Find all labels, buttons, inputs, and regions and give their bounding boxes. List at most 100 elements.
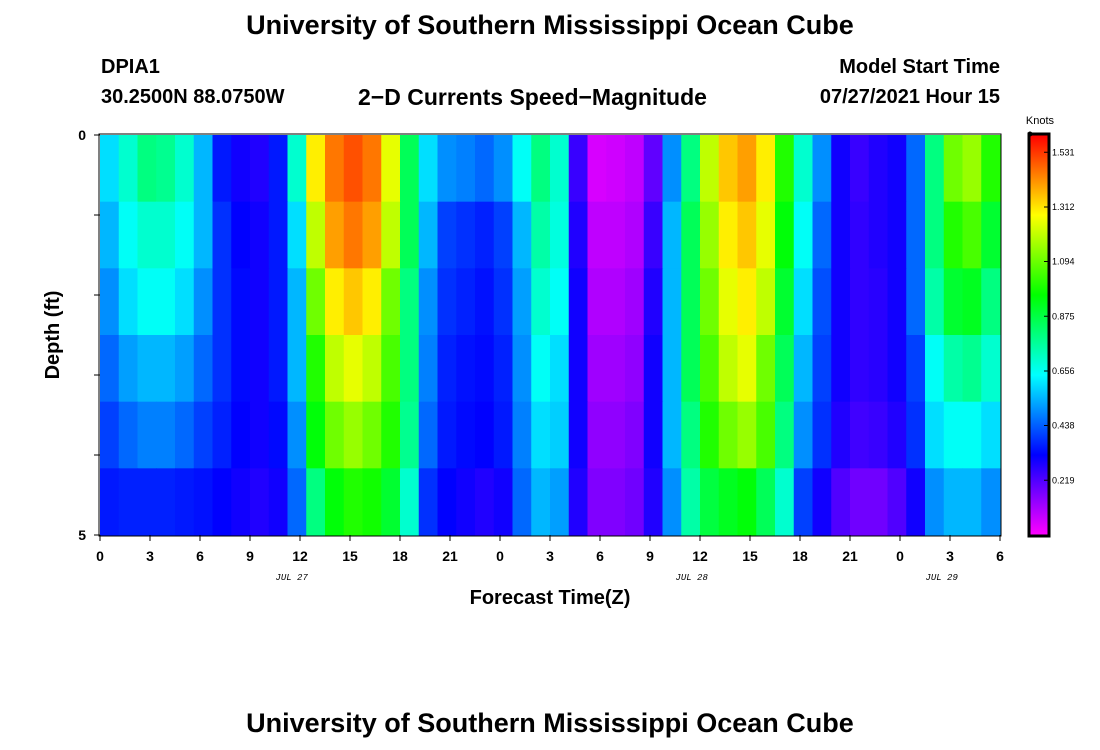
heatmap-cell: [268, 135, 289, 203]
x-tick-label: 3: [946, 548, 954, 564]
heatmap-cell: [812, 201, 832, 269]
heatmap-cell: [437, 468, 457, 536]
heatmap-cell: [850, 468, 870, 536]
heatmap-cell: [156, 201, 176, 269]
heatmap-cell: [512, 401, 532, 469]
heatmap-cell: [306, 201, 326, 269]
heatmap-cell: [400, 335, 420, 403]
heatmap-cell: [606, 135, 626, 203]
y-tick-label: 5: [78, 527, 86, 543]
colorbar-marker: [1027, 131, 1033, 137]
heatmap-cell: [887, 468, 907, 536]
heatmap-cell: [812, 468, 832, 536]
x-axis-label: Forecast Time(Z): [470, 587, 631, 609]
heatmap-cell: [418, 335, 439, 403]
heatmap-cell: [325, 468, 345, 536]
heatmap-cell: [362, 401, 382, 469]
colorbar-tick-label: 1.531: [1052, 147, 1075, 157]
heatmap-cell: [568, 135, 589, 203]
heatmap-cell: [325, 135, 345, 203]
heatmap-cell: [718, 135, 739, 203]
colorbar-gradient: [1030, 135, 1048, 535]
heatmap-cell: [812, 135, 832, 203]
x-axis: 0 3 6 9 12 15 18 21 0 3 6 9 12 15 18 21 0 3 6 JUL 27 JUL 28 J…: [96, 535, 1004, 583]
heatmap-cell: [681, 468, 701, 536]
date-label: JUL 27: [275, 573, 308, 583]
heatmap-cell: [625, 335, 645, 403]
heatmap-cell: [100, 468, 120, 536]
heatmap-cell: [681, 201, 701, 269]
model-start-label: Model Start Time: [839, 56, 1000, 78]
y-tick-label: 0: [78, 127, 86, 143]
heatmap-cell: [962, 135, 982, 203]
heatmap-cell: [493, 135, 514, 203]
heatmap-cell: [793, 135, 814, 203]
heatmap-cell: [756, 268, 776, 336]
date-label: JUL 29: [925, 573, 958, 583]
heatmap-cell: [231, 335, 251, 403]
x-tick-label: 0: [896, 548, 904, 564]
heatmap-cell: [325, 268, 345, 336]
heatmap-cell: [193, 401, 214, 469]
heatmap-cell: [606, 335, 626, 403]
heatmap-cells: [100, 135, 1001, 536]
heatmap-cell: [906, 201, 926, 269]
heatmap-cell: [625, 135, 645, 203]
x-tick-label: 6: [196, 548, 204, 564]
heatmap-cell: [193, 201, 214, 269]
heatmap-cell: [531, 201, 551, 269]
heatmap-cell: [306, 335, 326, 403]
heatmap-cell: [118, 201, 139, 269]
heatmap-cell: [531, 468, 551, 536]
heatmap-cell: [343, 135, 364, 203]
heatmap-cell: [756, 135, 776, 203]
heatmap-cell: [100, 335, 120, 403]
heatmap-cell: [456, 268, 476, 336]
heatmap-cell: [456, 401, 476, 469]
x-tick-label: 3: [546, 548, 554, 564]
heatmap-cell: [550, 201, 570, 269]
heatmap-cell: [775, 135, 795, 203]
heatmap-cell: [118, 268, 139, 336]
heatmap-cell: [831, 201, 851, 269]
heatmap-cell: [362, 201, 382, 269]
heatmap-cell: [437, 335, 457, 403]
heatmap-cell: [662, 468, 682, 536]
colorbar-tick-label: 1.312: [1052, 202, 1075, 212]
heatmap-cell: [850, 135, 870, 203]
heatmap-cell: [175, 201, 195, 269]
heatmap-cell: [456, 201, 476, 269]
heatmap-cell: [625, 268, 645, 336]
heatmap-cell: [212, 468, 232, 536]
heatmap-cell: [456, 468, 476, 536]
heatmap-cell: [268, 401, 289, 469]
heatmap-cell: [268, 268, 289, 336]
heatmap-cell: [868, 335, 889, 403]
main-title: University of Southern Mississippi Ocean…: [246, 10, 854, 40]
heatmap-cell: [643, 335, 664, 403]
heatmap-cell: [868, 201, 889, 269]
heatmap-cell: [643, 135, 664, 203]
heatmap-cell: [756, 401, 776, 469]
heatmap-cell: [381, 335, 401, 403]
heatmap-cell: [887, 135, 907, 203]
heatmap-cell: [625, 468, 645, 536]
heatmap-cell: [343, 335, 364, 403]
x-tick-label: 9: [646, 548, 654, 564]
heatmap-cell: [231, 201, 251, 269]
heatmap-cell: [850, 268, 870, 336]
heatmap-cell: [343, 401, 364, 469]
heatmap-cell: [287, 401, 307, 469]
heatmap-cell: [868, 268, 889, 336]
heatmap-cell: [606, 268, 626, 336]
heatmap-cell: [700, 268, 720, 336]
heatmap-cell: [437, 401, 457, 469]
heatmap-cell: [906, 268, 926, 336]
x-tick-label: 15: [742, 548, 758, 564]
heatmap-cell: [156, 468, 176, 536]
heatmap-cell: [737, 335, 757, 403]
heatmap-cell: [831, 335, 851, 403]
heatmap-cell: [943, 401, 964, 469]
colorbar: Knots 1.531 1.312 1.094 0.875 0.656 0.438 0.219: [1026, 115, 1075, 538]
